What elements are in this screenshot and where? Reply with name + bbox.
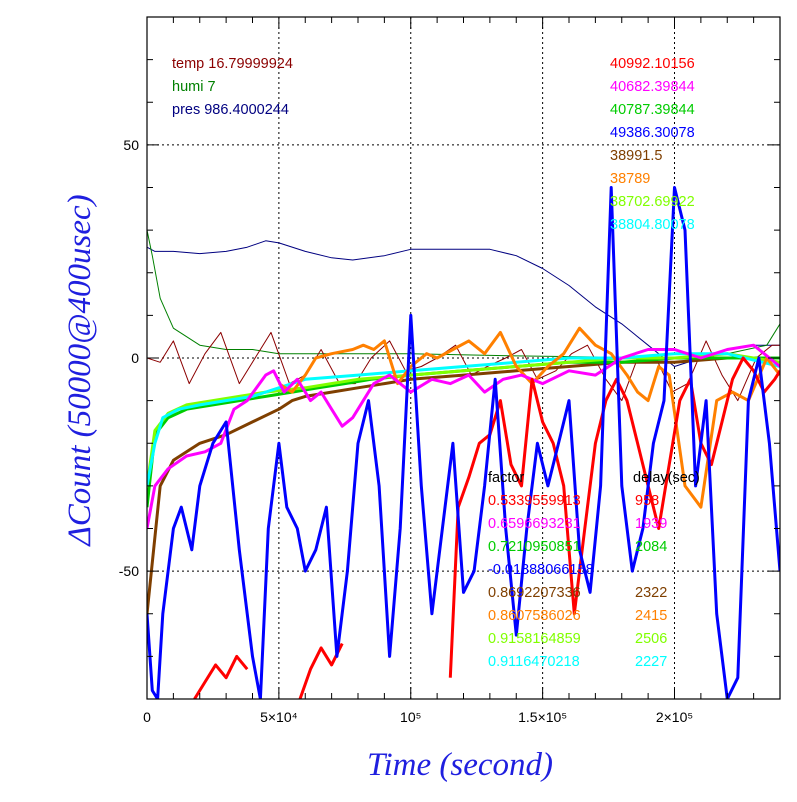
count-label: 40992.10156 [610, 56, 695, 72]
series-lines [147, 186, 780, 699]
count-label: 38702.69922 [610, 194, 695, 210]
series-line-12 [147, 186, 780, 699]
count-label: 40682.39844 [610, 79, 695, 95]
count-label: 40787.39844 [610, 102, 695, 118]
delay-value: 2506 [635, 631, 667, 647]
delay-value: 2227 [635, 654, 667, 670]
env-label: temp 16.79999924 [172, 56, 293, 72]
factor-value: 0.6596693231 [488, 516, 581, 532]
count-label: 38789 [610, 171, 650, 187]
delay-value: 1939 [635, 516, 667, 532]
delay-value: 2322 [635, 585, 667, 601]
delay-value: 2415 [635, 608, 667, 624]
factor-value: 0.9116470218 [488, 654, 580, 670]
factor-value: 0.5339559913 [488, 493, 581, 509]
factor-value: 0.9158164859 [488, 631, 581, 647]
series-line-4 [147, 356, 780, 508]
x-tick-label: 2×10⁵ [656, 709, 693, 725]
series-line-10 [193, 654, 249, 699]
env-label: pres 986.4000244 [172, 102, 289, 118]
axis-ticks [146, 17, 780, 699]
delay-value: 2084 [635, 539, 667, 555]
y-tick-label: -50 [119, 563, 139, 579]
series-line-9 [448, 356, 780, 678]
x-tick-label: 0 [143, 709, 151, 725]
x-tick-label: 10⁵ [400, 709, 421, 725]
factor-value: -0.01888066158 [488, 562, 594, 578]
factor-value: 0.8692207336 [488, 585, 581, 601]
delay-header: delay(sec) [633, 470, 700, 486]
series-line-11 [298, 642, 344, 699]
factor-value: 0.8607586026 [488, 608, 581, 624]
x-axis-title: Time (second) [367, 747, 553, 783]
y-tick-label: 50 [123, 137, 139, 153]
factor-value: 0.7210950851 [488, 539, 581, 555]
count-label: 38804.80078 [610, 217, 695, 233]
tick-labels: 0 5×10⁴ 10⁵ 1.5×10⁵ 2×10⁵ -50 0 50 [119, 137, 693, 725]
series-line-8 [147, 343, 780, 529]
y-axis-title: ΔCount (50000@400usec) [62, 194, 98, 547]
delay-value: 958 [635, 493, 659, 509]
count-label: 38991.5 [610, 148, 662, 164]
x-tick-label: 1.5×10⁵ [518, 709, 567, 725]
x-tick-label: 5×10⁴ [260, 709, 298, 725]
series-line-2 [147, 331, 780, 402]
annotations: temp 16.79999924 humi 7 pres 986.4000244 40… [172, 56, 700, 670]
env-label: humi 7 [172, 79, 216, 95]
factor-header: factor [488, 470, 524, 486]
series-line-6 [147, 352, 780, 487]
y-tick-label: 0 [131, 350, 139, 366]
count-label: 49386.30078 [610, 125, 695, 141]
